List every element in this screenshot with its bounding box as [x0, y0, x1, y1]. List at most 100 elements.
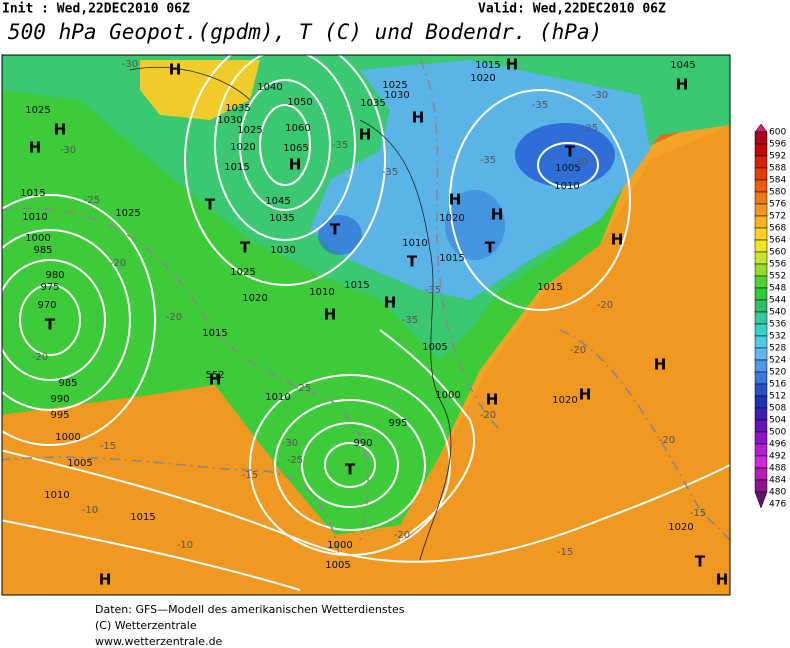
colorbar-swatch: [754, 203, 768, 217]
isobar-label: 1015: [475, 60, 500, 71]
isobar-label: 1045: [265, 196, 290, 207]
isobar-label: 1040: [257, 82, 282, 93]
isobar-label: 1020: [439, 213, 464, 224]
warm-patch: [140, 60, 260, 120]
colorbar-swatch: [754, 131, 768, 145]
isotherm-label: -15: [690, 508, 706, 519]
isobar-label: 1010: [44, 490, 69, 501]
pressure-center: H: [289, 156, 302, 174]
colorbar-label: 568: [769, 224, 786, 234]
isobar-label: 1060: [285, 123, 310, 134]
isobar-label: 1030: [384, 90, 409, 101]
isobars: [2, 55, 730, 591]
colorbar-swatch: [754, 431, 768, 445]
coastline: [129, 66, 452, 561]
pressure-center: H: [716, 571, 729, 589]
pressure-center: H: [449, 191, 462, 209]
isotherm-label: -10: [177, 540, 193, 551]
isotherm-label: -20: [394, 530, 410, 541]
isotherm-label: -20: [480, 410, 496, 421]
isobar-label: 1005: [67, 458, 92, 469]
isobar-label: 1005: [325, 560, 350, 571]
isotherm-label: -30: [592, 90, 608, 101]
pressure-center: H: [99, 571, 112, 589]
pressure-center: T: [695, 553, 706, 571]
pressure-center: H: [491, 206, 504, 224]
isobar-label: 1025: [115, 208, 140, 219]
colorbar-label: 504: [769, 416, 786, 426]
colorbar-swatch: [754, 275, 768, 289]
isobar-label: 970: [37, 300, 56, 311]
isobar-label: 1005: [422, 342, 447, 353]
footer-line: www.wetterzentrale.de: [95, 635, 223, 648]
colorbar-swatch: [754, 323, 768, 337]
cold-core: [445, 190, 505, 260]
cold-region: [310, 60, 650, 300]
colorbar-swatch: [754, 359, 768, 373]
isotherm-label: -20: [597, 300, 613, 311]
pressure-center: H: [676, 76, 689, 94]
isobar-label: 1010: [309, 287, 334, 298]
colorbar-label: 528: [769, 344, 786, 354]
isobar-label: 1000: [435, 390, 460, 401]
isobar-label: 1015: [224, 162, 249, 173]
colorbar-label: 592: [769, 152, 786, 162]
colorbar-label: 536: [769, 320, 786, 330]
colorbar-swatch: [754, 215, 768, 229]
colorbar-label: 556: [769, 260, 786, 270]
colorbar-label: 548: [769, 284, 786, 294]
colorbar-label: 540: [769, 308, 786, 318]
isobar-label: 1010: [265, 392, 290, 403]
colorbar-swatch: [754, 311, 768, 325]
colorbar: 600 596 592 588 584 580 576 572 568 564 560 556 552 5…: [754, 123, 786, 510]
isotherm-label: -20: [166, 312, 182, 323]
isobar-label: 1015: [537, 282, 562, 293]
isobar-label: 1005: [555, 163, 580, 174]
pressure-center: T: [407, 253, 418, 271]
colorbar-label: 532: [769, 332, 786, 342]
footer-line: Daten: GFS—Modell des amerikanischen Wet…: [95, 603, 405, 616]
pressure-center: H: [29, 139, 42, 157]
isobar-label: 995: [388, 418, 407, 429]
colorbar-label: 596: [769, 140, 786, 150]
pressure-center: H: [324, 306, 337, 324]
isobar-label: 1010: [22, 212, 47, 223]
pressure-center: H: [654, 356, 667, 374]
colorbar-swatch: [754, 383, 768, 397]
isotherm-label: -35: [480, 155, 496, 166]
isobar-label: 985: [33, 245, 52, 256]
isobar-label: 990: [353, 438, 372, 449]
footer-line: (C) Wetterzentrale: [95, 619, 197, 632]
colorbar-swatch: [754, 455, 768, 469]
isotherm-label: -35: [532, 100, 548, 111]
colorbar-swatch: [754, 479, 768, 493]
colorbar-label: 576: [769, 200, 786, 210]
isobar-label: 1050: [287, 97, 312, 108]
isobar-label: 1020: [668, 522, 693, 533]
pressure-center: H: [169, 61, 182, 79]
isobar-label: 1015: [344, 280, 369, 291]
pressure-center: H: [384, 294, 397, 312]
isobar-label: 1020: [552, 395, 577, 406]
colorbar-swatch: [754, 491, 768, 509]
colorbar-label: 564: [769, 236, 786, 246]
colorbar-label: 496: [769, 440, 786, 450]
pressure-center: T: [485, 239, 496, 257]
isobar-label: 1025: [382, 80, 407, 91]
colorbar-label: 500: [769, 428, 786, 438]
isobar-label: 1010: [402, 238, 427, 249]
colorbar-swatch: [754, 347, 768, 361]
pressure-center: T: [330, 221, 341, 239]
isobar-label: 1020: [230, 142, 255, 153]
colorbar-label: 588: [769, 164, 786, 174]
isobar-label: 1025: [230, 267, 255, 278]
colorbar-swatch: [754, 191, 768, 205]
colorbar-swatch: [754, 299, 768, 313]
pressure-center: T: [565, 143, 576, 161]
isotherm-label: -30: [282, 438, 298, 449]
colorbar-label: 584: [769, 176, 786, 186]
isobar-label: 1045: [670, 60, 695, 71]
isobar-label: 1015: [20, 188, 45, 199]
